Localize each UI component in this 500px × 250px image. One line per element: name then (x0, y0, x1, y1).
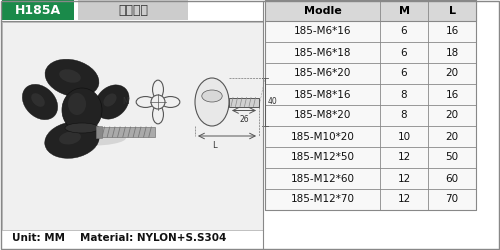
Text: 6: 6 (400, 68, 407, 78)
Text: 8: 8 (400, 110, 407, 120)
Ellipse shape (104, 94, 117, 106)
Text: 18: 18 (446, 48, 458, 58)
Text: 185-M8*16: 185-M8*16 (294, 90, 351, 100)
Text: 185-M12*70: 185-M12*70 (290, 194, 354, 204)
Ellipse shape (60, 69, 80, 83)
Ellipse shape (161, 96, 180, 108)
Text: 185-M6*16: 185-M6*16 (294, 26, 351, 36)
Text: 185-M12*60: 185-M12*60 (290, 174, 354, 184)
Ellipse shape (202, 90, 222, 102)
Text: 50: 50 (446, 152, 458, 162)
Ellipse shape (136, 96, 155, 108)
Text: 185-M6*18: 185-M6*18 (294, 48, 351, 58)
Ellipse shape (65, 123, 99, 133)
Ellipse shape (31, 93, 45, 107)
Text: 16: 16 (446, 90, 458, 100)
Ellipse shape (152, 105, 164, 124)
Text: 185-M10*20: 185-M10*20 (290, 132, 354, 141)
Ellipse shape (152, 80, 164, 99)
Text: 8: 8 (400, 90, 407, 100)
Text: M: M (122, 98, 129, 106)
Text: 60: 60 (446, 174, 458, 184)
FancyBboxPatch shape (2, 0, 74, 20)
FancyBboxPatch shape (265, 0, 476, 21)
FancyBboxPatch shape (96, 126, 102, 138)
Text: 6: 6 (400, 48, 407, 58)
Ellipse shape (62, 88, 102, 132)
Text: 185-M12*50: 185-M12*50 (290, 152, 354, 162)
Text: Modle: Modle (304, 6, 342, 16)
Ellipse shape (46, 130, 126, 146)
FancyBboxPatch shape (78, 0, 188, 20)
Text: 12: 12 (398, 152, 410, 162)
Text: H185A: H185A (15, 4, 61, 16)
Text: 6: 6 (400, 26, 407, 36)
FancyBboxPatch shape (2, 22, 263, 230)
Text: 185-M8*20: 185-M8*20 (294, 110, 351, 120)
Text: 185-M6*20: 185-M6*20 (294, 68, 351, 78)
Text: Material: NYLON+S.S304: Material: NYLON+S.S304 (80, 233, 227, 243)
Circle shape (151, 95, 165, 109)
FancyBboxPatch shape (265, 0, 476, 210)
Text: 26: 26 (239, 114, 249, 124)
FancyBboxPatch shape (229, 98, 259, 106)
Ellipse shape (95, 85, 129, 119)
Text: 12: 12 (398, 194, 410, 204)
Text: 20: 20 (446, 110, 458, 120)
Text: 20: 20 (446, 132, 458, 141)
Ellipse shape (22, 84, 58, 120)
Ellipse shape (45, 59, 99, 97)
Text: 12: 12 (398, 174, 410, 184)
Text: 16: 16 (446, 26, 458, 36)
Ellipse shape (44, 122, 100, 158)
Text: Unit: MM: Unit: MM (12, 233, 65, 243)
Text: 40: 40 (268, 98, 278, 106)
Ellipse shape (195, 78, 229, 126)
Text: 70: 70 (446, 194, 458, 204)
Ellipse shape (59, 132, 81, 144)
FancyBboxPatch shape (100, 127, 155, 137)
Text: 10: 10 (398, 132, 410, 141)
Text: L: L (448, 6, 456, 16)
Ellipse shape (68, 93, 86, 115)
Text: 星型螺母: 星型螺母 (118, 4, 148, 16)
Text: 20: 20 (446, 68, 458, 78)
Text: L: L (212, 141, 216, 150)
Text: M: M (398, 6, 409, 16)
